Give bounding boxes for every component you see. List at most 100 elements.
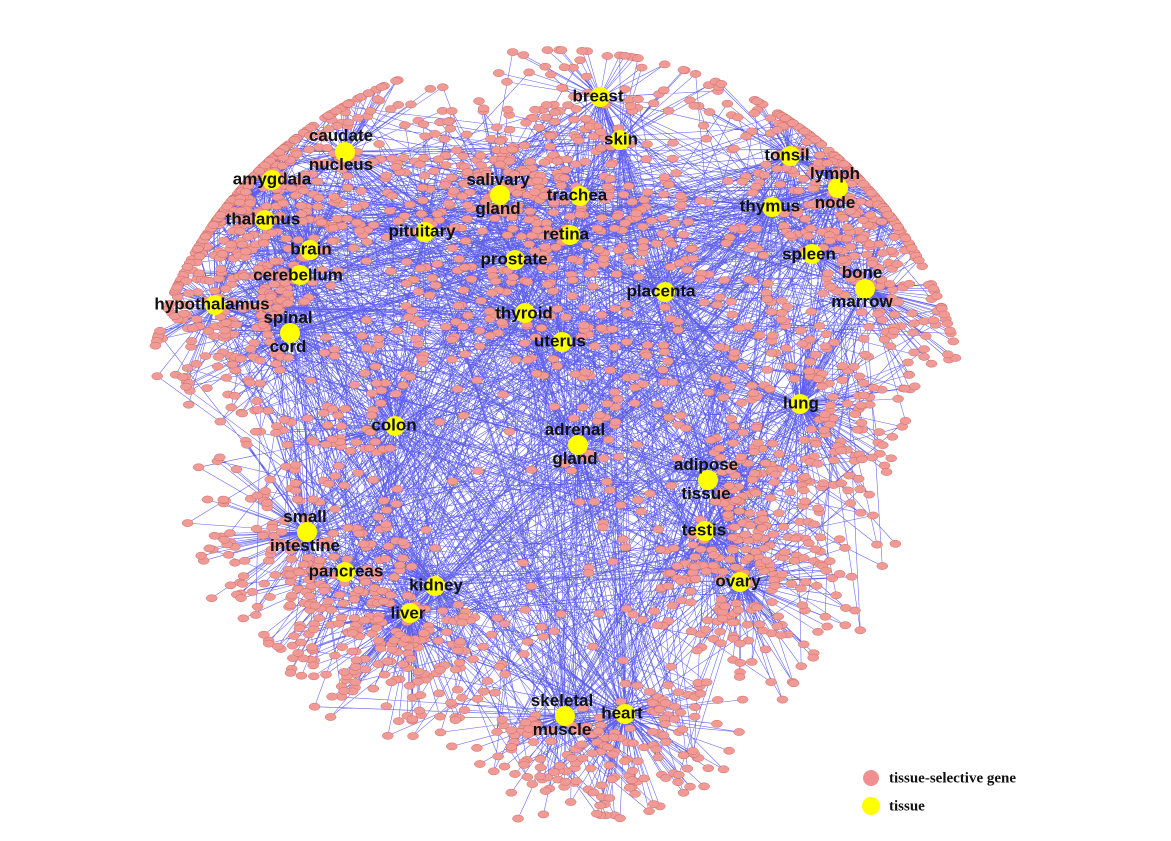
- gene-node: [703, 388, 715, 397]
- gene-node: [864, 211, 877, 219]
- gene-node: [892, 298, 905, 306]
- tissue-label: muscle: [533, 720, 592, 739]
- gene-node: [360, 316, 373, 324]
- gene-node: [498, 619, 511, 628]
- gene-node: [821, 159, 834, 167]
- gene-node: [297, 654, 310, 663]
- gene-node: [558, 174, 571, 182]
- gene-node: [359, 369, 371, 378]
- gene-node: [485, 630, 498, 639]
- gene-node: [727, 546, 739, 555]
- gene-node: [720, 239, 732, 248]
- gene-node: [658, 347, 671, 356]
- gene-node: [748, 447, 760, 456]
- gene-node: [665, 662, 677, 671]
- gene-node: [265, 545, 278, 554]
- gene-node: [858, 391, 870, 400]
- gene-node: [831, 245, 843, 254]
- gene-node: [253, 167, 265, 175]
- gene-node: [651, 400, 664, 409]
- gene-node: [593, 609, 605, 618]
- gene-node: [857, 216, 869, 224]
- gene-node: [908, 319, 920, 328]
- gene-node: [322, 597, 334, 606]
- gene-node: [606, 775, 618, 784]
- gene-node: [805, 307, 818, 316]
- gene-node: [688, 712, 701, 721]
- gene-node: [267, 311, 280, 319]
- gene-node: [812, 627, 824, 636]
- gene-node: [765, 308, 778, 316]
- gene-node: [315, 218, 328, 227]
- gene-node: [612, 246, 625, 254]
- gene-node: [241, 440, 253, 449]
- gene-node: [324, 713, 337, 721]
- gene-node: [677, 751, 690, 760]
- gene-node: [201, 384, 213, 392]
- tissue-label: skin: [604, 129, 638, 148]
- gene-node: [610, 270, 623, 278]
- gene-node: [785, 579, 797, 588]
- gene-node: [581, 241, 593, 249]
- tissue-label: liver: [391, 603, 426, 622]
- legend-gene-swatch: [863, 770, 879, 786]
- gene-node: [772, 612, 785, 621]
- gene-node: [833, 570, 846, 578]
- tissue-node: [335, 142, 355, 162]
- gene-node: [737, 428, 749, 437]
- gene-node: [771, 164, 784, 173]
- tissue-label: pituitary: [388, 221, 456, 240]
- gene-node: [835, 479, 848, 488]
- gene-node: [664, 263, 677, 271]
- gene-node: [799, 215, 812, 223]
- gene-node: [457, 152, 469, 160]
- gene-node: [899, 234, 912, 243]
- legend-tissue-swatch: [862, 797, 880, 815]
- gene-node: [400, 634, 412, 643]
- gene-node: [798, 640, 810, 649]
- gene-node: [587, 282, 599, 291]
- gene-node: [551, 157, 564, 166]
- gene-node: [350, 203, 363, 212]
- gene-node: [329, 505, 341, 513]
- gene-node: [578, 321, 590, 330]
- gene-node: [780, 344, 793, 353]
- gene-node: [798, 486, 810, 495]
- gene-node: [760, 556, 773, 565]
- gene-node: [632, 95, 644, 104]
- gene-node: [434, 712, 446, 721]
- gene-node: [379, 554, 392, 563]
- gene-node: [452, 646, 464, 655]
- gene-node: [804, 357, 816, 366]
- gene-node: [596, 213, 608, 222]
- gene-node: [686, 540, 699, 549]
- gene-node: [724, 466, 737, 475]
- gene-node: [776, 296, 788, 305]
- gene-node: [264, 593, 276, 601]
- gene-node: [412, 288, 425, 296]
- gene-node: [360, 257, 373, 265]
- gene-node: [839, 544, 851, 552]
- gene-node: [317, 409, 330, 417]
- gene-node: [733, 324, 745, 333]
- tissue-label: colon: [371, 415, 416, 434]
- gene-node: [746, 658, 758, 666]
- gene-node: [293, 568, 305, 577]
- gene-node: [797, 174, 810, 183]
- gene-node: [591, 809, 603, 818]
- gene-node: [857, 379, 870, 387]
- gene-node: [644, 489, 656, 498]
- tissue-node: [555, 706, 575, 726]
- gene-node: [767, 530, 780, 539]
- gene-node: [620, 338, 633, 346]
- gene-node: [673, 770, 685, 779]
- gene-node: [647, 699, 659, 707]
- gene-node: [641, 188, 654, 197]
- gene-node: [648, 607, 660, 616]
- gene-node: [770, 470, 782, 479]
- gene-node: [414, 264, 427, 273]
- gene-node: [579, 114, 592, 123]
- tissue-node: [385, 416, 405, 436]
- gene-node: [445, 698, 457, 707]
- gene-node: [452, 600, 465, 609]
